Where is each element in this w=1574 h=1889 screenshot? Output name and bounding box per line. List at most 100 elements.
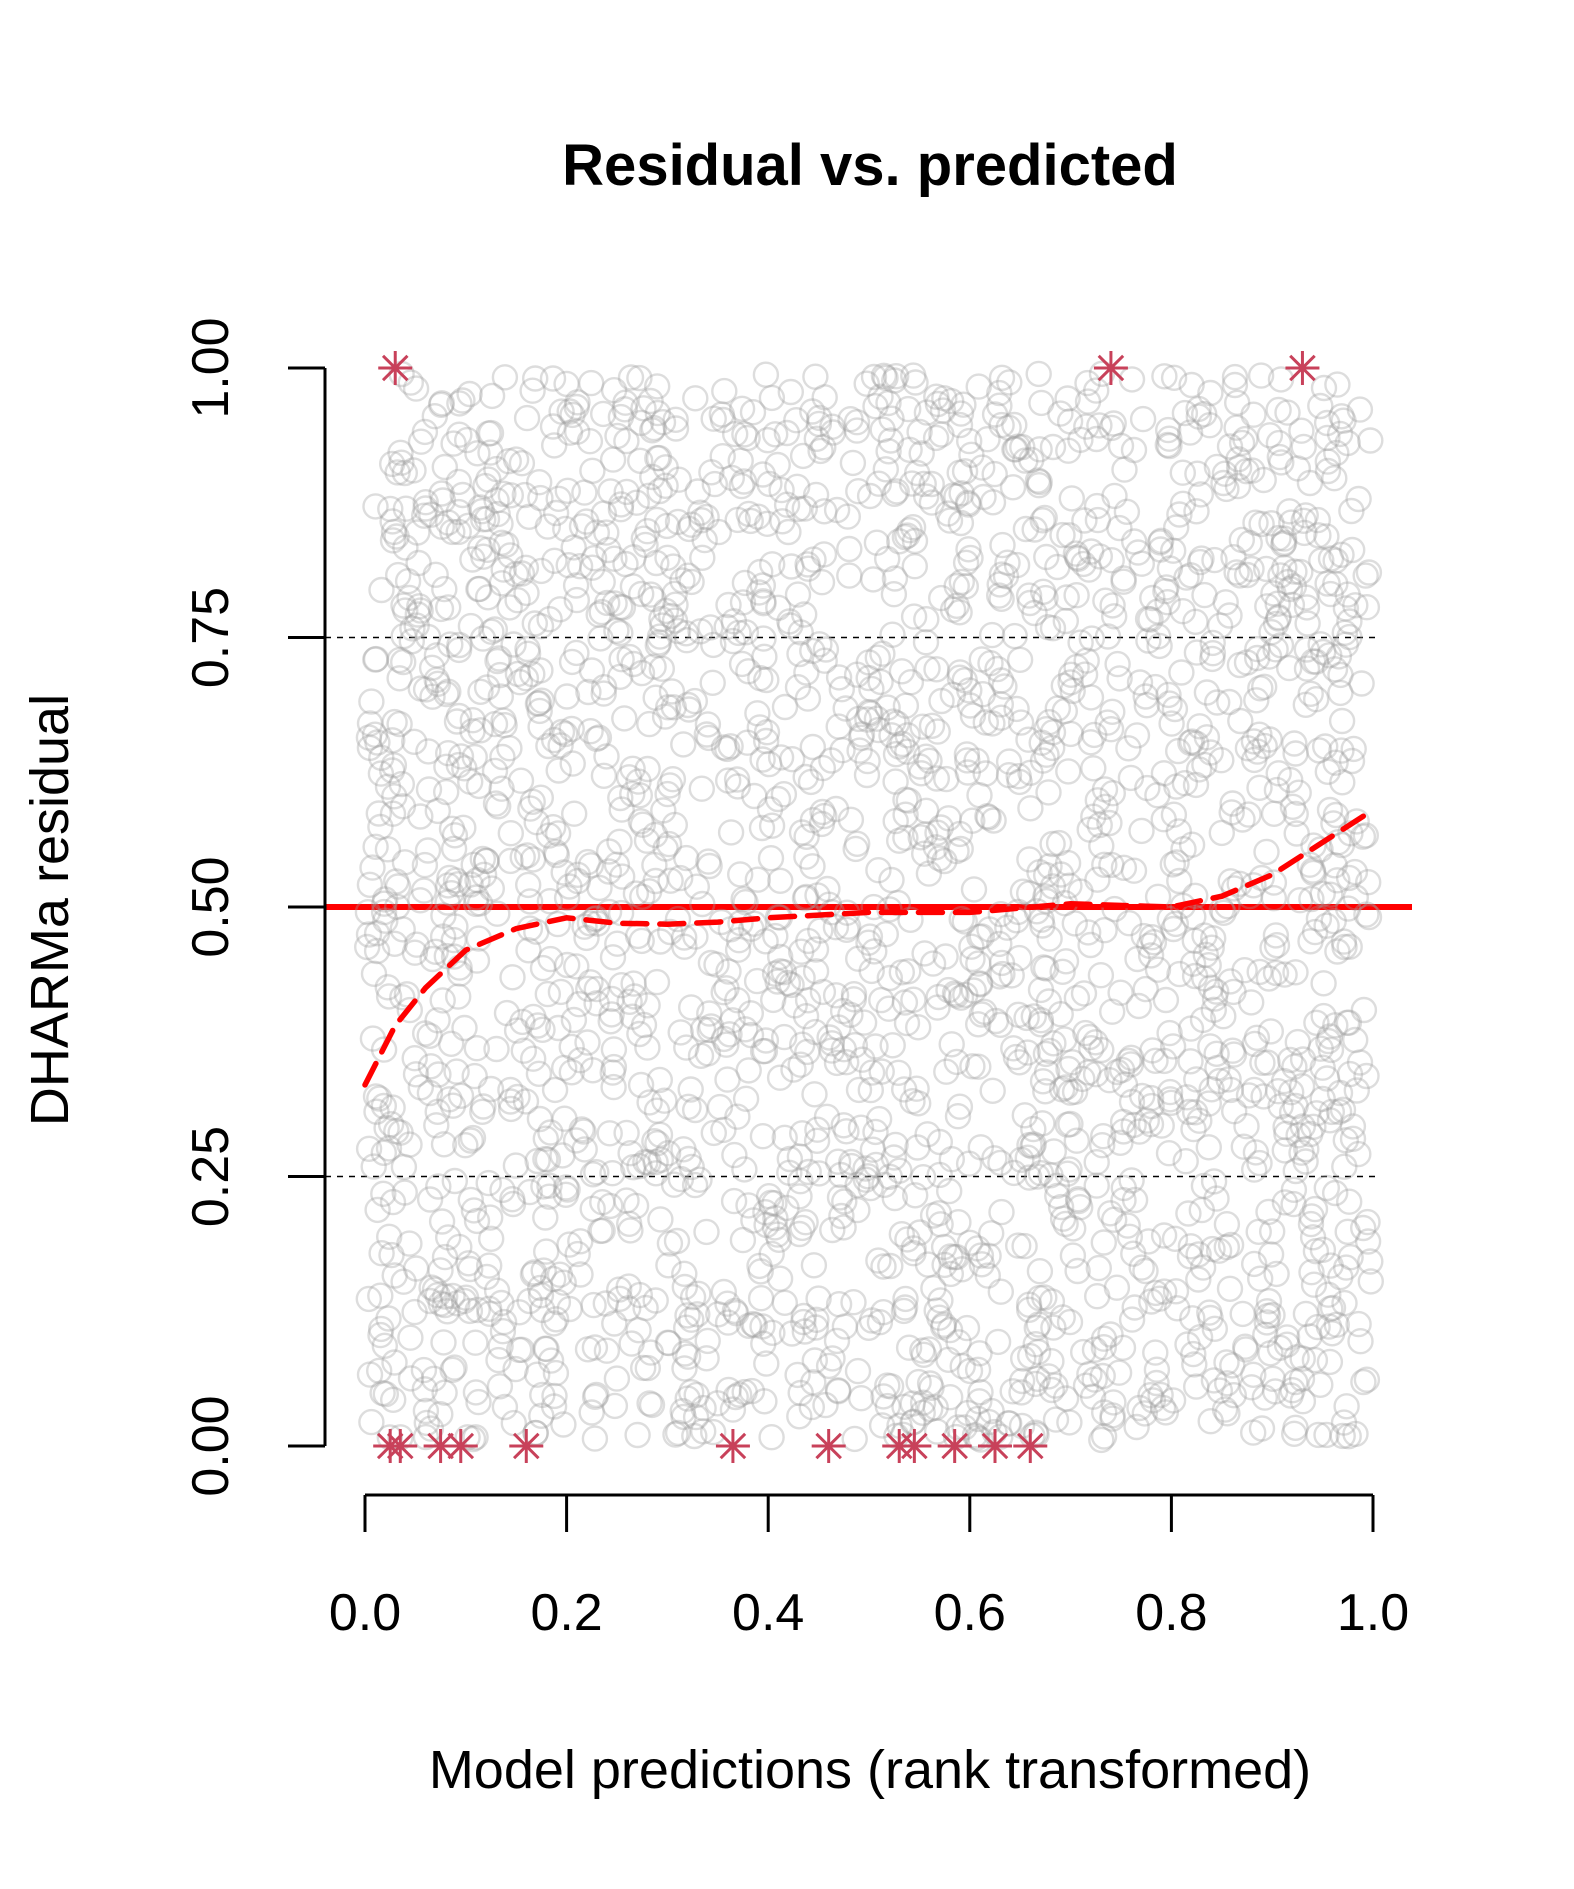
residual-point — [1338, 747, 1366, 775]
residual-point — [1044, 695, 1072, 722]
residual-point — [1096, 1066, 1123, 1094]
residual-point — [1094, 623, 1122, 650]
residual-point — [652, 597, 680, 625]
residual-point — [476, 1252, 503, 1279]
residual-point — [1260, 580, 1287, 607]
residual-point — [536, 606, 563, 633]
residual-point — [1057, 1079, 1084, 1106]
residual-point — [424, 1098, 451, 1126]
residual-point — [825, 713, 852, 740]
residual-point — [766, 1064, 794, 1091]
residual-point — [911, 821, 939, 848]
residual-point — [444, 1290, 471, 1317]
residual-point — [1297, 680, 1324, 707]
residual-point — [923, 383, 950, 410]
residual-point — [1020, 1003, 1048, 1030]
residual-point — [939, 681, 966, 708]
residual-point — [1047, 400, 1074, 427]
residual-point — [906, 418, 933, 446]
residual-point — [1002, 436, 1029, 463]
residual-point — [1216, 602, 1243, 629]
residual-point — [715, 1376, 742, 1404]
residual-point — [1302, 648, 1330, 675]
residual-point — [552, 1181, 580, 1209]
residual-point — [371, 1332, 398, 1360]
residual-point — [523, 918, 550, 945]
residual-point — [696, 852, 723, 880]
residual-point — [1196, 1299, 1223, 1326]
residual-point — [583, 1381, 610, 1409]
residual-point — [735, 658, 762, 685]
residual-point — [1155, 681, 1182, 709]
residual-point — [789, 1120, 816, 1147]
residual-point — [948, 480, 975, 507]
residual-point — [1048, 1076, 1076, 1103]
residual-point — [1328, 403, 1355, 430]
residual-point — [1293, 636, 1321, 663]
residual-point — [379, 757, 406, 784]
residual-point — [1236, 529, 1263, 557]
residual-point — [1219, 1352, 1246, 1379]
residual-point — [481, 616, 508, 643]
residual-point — [560, 1006, 588, 1034]
residual-point — [1276, 766, 1304, 794]
residual-point — [467, 717, 494, 744]
residual-point — [792, 1003, 820, 1030]
residual-point — [532, 1204, 559, 1231]
residual-point — [1299, 857, 1327, 884]
residual-point — [411, 1376, 438, 1403]
residual-point — [1178, 728, 1206, 755]
residual-point — [1203, 1040, 1230, 1068]
residual-point — [956, 1357, 984, 1385]
residual-point — [506, 669, 534, 696]
residual-point — [359, 854, 386, 881]
outlier-point — [443, 1429, 478, 1463]
residual-point — [365, 800, 392, 827]
residual-point — [1150, 1222, 1178, 1249]
residual-point — [1357, 1248, 1384, 1275]
residual-point — [812, 636, 840, 663]
residual-point — [789, 442, 817, 470]
residual-point — [1001, 411, 1028, 439]
residual-point — [1150, 806, 1177, 833]
residual-point — [946, 659, 974, 686]
residual-point — [1033, 716, 1060, 743]
residual-point — [933, 1058, 960, 1085]
residual-point — [879, 621, 906, 648]
residual-point — [1150, 1278, 1178, 1305]
residual-point — [1300, 1271, 1328, 1298]
residual-point — [1036, 1037, 1064, 1065]
residual-point — [794, 685, 822, 712]
residual-point — [1056, 522, 1083, 549]
residual-point — [675, 515, 703, 543]
residual-point — [689, 544, 716, 571]
residual-point — [1352, 822, 1380, 849]
residual-point — [970, 483, 997, 511]
residual-point — [497, 847, 524, 875]
residual-point — [758, 1240, 785, 1268]
residual-point — [502, 446, 530, 473]
residual-point — [467, 494, 494, 521]
residual-point — [1288, 1072, 1316, 1100]
residual-point — [1178, 371, 1205, 399]
residual-point — [801, 1081, 828, 1108]
residual-point — [649, 409, 677, 436]
residual-point — [723, 1299, 750, 1327]
residual-point — [1258, 510, 1285, 537]
residual-point — [496, 735, 523, 762]
residual-point — [699, 669, 726, 696]
residual-point — [837, 406, 864, 433]
residual-point — [528, 557, 555, 585]
residual-point — [1033, 741, 1060, 768]
residual-point — [1287, 558, 1314, 586]
residual-point — [805, 1160, 833, 1187]
residual-point — [1052, 1074, 1079, 1101]
residual-point — [1012, 515, 1040, 543]
residual-point — [1080, 721, 1108, 749]
residual-point — [1059, 1242, 1087, 1269]
residual-point — [381, 783, 408, 810]
residual-point — [849, 1046, 876, 1073]
residual-point — [806, 404, 833, 432]
residual-point — [1202, 978, 1230, 1005]
residual-point — [764, 451, 791, 479]
